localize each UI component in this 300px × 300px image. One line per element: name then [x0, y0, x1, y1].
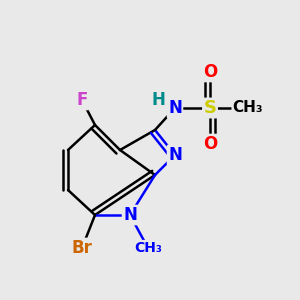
- Text: O: O: [203, 63, 217, 81]
- Text: Br: Br: [72, 239, 92, 257]
- Text: H: H: [151, 91, 165, 109]
- Text: N: N: [168, 146, 182, 164]
- Text: F: F: [76, 91, 88, 109]
- Text: O: O: [203, 135, 217, 153]
- Text: N: N: [168, 99, 182, 117]
- Text: S: S: [203, 99, 217, 117]
- Text: CH₃: CH₃: [134, 241, 162, 255]
- Text: N: N: [123, 206, 137, 224]
- Text: CH₃: CH₃: [233, 100, 263, 116]
